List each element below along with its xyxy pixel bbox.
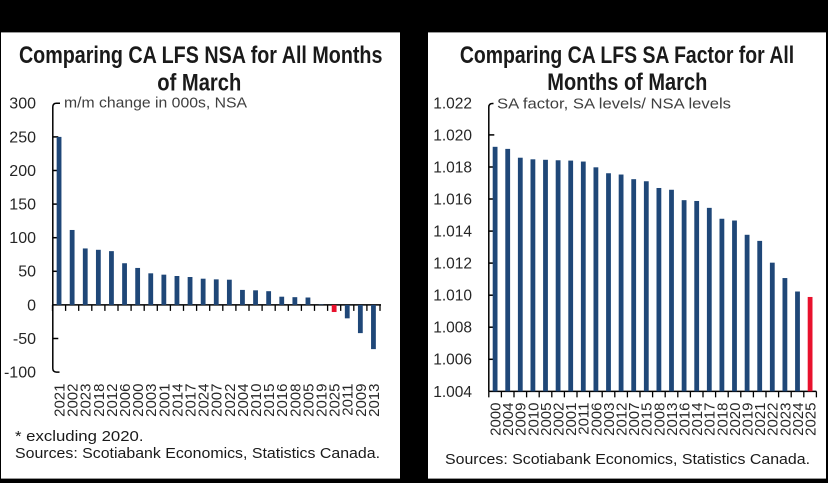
svg-text:2019: 2019 <box>740 403 757 436</box>
svg-text:Months of March: Months of March <box>547 69 707 96</box>
svg-text:2016: 2016 <box>274 384 291 417</box>
svg-text:2005: 2005 <box>538 403 555 436</box>
svg-text:2006: 2006 <box>117 384 134 417</box>
svg-text:2011: 2011 <box>576 403 593 435</box>
svg-text:2007: 2007 <box>209 384 226 417</box>
svg-text:2014: 2014 <box>689 403 706 436</box>
svg-text:1.012: 1.012 <box>433 256 472 273</box>
svg-text:2021: 2021 <box>752 403 769 436</box>
svg-text:1.022: 1.022 <box>433 95 472 112</box>
svg-text:1.014: 1.014 <box>433 224 472 241</box>
svg-text:2013: 2013 <box>664 403 681 436</box>
svg-text:2023: 2023 <box>777 403 794 436</box>
svg-text:2001: 2001 <box>156 384 173 417</box>
svg-text:2011: 2011 <box>340 384 357 416</box>
svg-text:2002: 2002 <box>65 384 82 417</box>
svg-text:2023: 2023 <box>78 384 95 417</box>
svg-text:2012: 2012 <box>104 384 121 417</box>
svg-text:200: 200 <box>9 163 36 180</box>
svg-text:2013: 2013 <box>366 384 383 417</box>
svg-text:2006: 2006 <box>588 403 605 436</box>
svg-text:1.010: 1.010 <box>433 288 472 305</box>
svg-text:2021: 2021 <box>51 384 68 417</box>
svg-text:2022: 2022 <box>765 403 782 436</box>
svg-text:1.020: 1.020 <box>433 127 472 144</box>
svg-text:2003: 2003 <box>143 384 160 417</box>
svg-text:2012: 2012 <box>614 403 631 436</box>
svg-text:2025: 2025 <box>327 384 344 417</box>
svg-text:2010: 2010 <box>248 384 265 417</box>
svg-text:2002: 2002 <box>551 403 568 436</box>
svg-text:2007: 2007 <box>626 403 643 436</box>
svg-text:2009: 2009 <box>513 403 530 436</box>
svg-text:2004: 2004 <box>500 403 517 436</box>
svg-text:2018: 2018 <box>714 403 731 436</box>
svg-text:Comparing CA LFS SA Factor for: Comparing CA LFS SA Factor for All <box>460 42 794 69</box>
svg-text:2010: 2010 <box>525 403 542 436</box>
svg-text:2016: 2016 <box>677 403 694 436</box>
svg-text:2024: 2024 <box>196 384 213 417</box>
svg-text:2017: 2017 <box>702 403 719 436</box>
svg-text:-100: -100 <box>4 365 36 382</box>
svg-text:Sources: Scotiabank Economics,: Sources: Scotiabank Economics, Statistic… <box>445 451 810 468</box>
svg-text:2024: 2024 <box>790 403 807 436</box>
svg-text:2001: 2001 <box>563 403 580 436</box>
svg-text:2000: 2000 <box>130 384 147 417</box>
svg-text:of March: of March <box>157 70 241 97</box>
svg-text:2015: 2015 <box>639 403 656 436</box>
svg-text:1.006: 1.006 <box>433 352 472 369</box>
svg-text:Comparing CA LFS NSA for All M: Comparing CA LFS NSA for All Months <box>19 42 383 69</box>
svg-text:1.016: 1.016 <box>433 191 472 208</box>
svg-text:100: 100 <box>9 230 36 247</box>
svg-text:2018: 2018 <box>91 384 108 417</box>
svg-text:-50: -50 <box>13 331 36 348</box>
svg-text:2004: 2004 <box>235 384 252 417</box>
svg-text:2025: 2025 <box>803 403 820 436</box>
svg-text:50: 50 <box>18 264 36 281</box>
svg-text:2014: 2014 <box>169 384 186 417</box>
svg-text:2015: 2015 <box>261 384 278 417</box>
svg-text:2019: 2019 <box>313 384 330 417</box>
svg-text:300: 300 <box>9 96 36 113</box>
svg-text:2005: 2005 <box>300 384 317 417</box>
svg-text:* excluding 2020.: * excluding 2020. <box>15 428 144 445</box>
svg-text:2022: 2022 <box>222 384 239 417</box>
svg-text:2009: 2009 <box>353 384 370 417</box>
svg-text:2003: 2003 <box>601 403 618 436</box>
svg-text:Sources: Scotiabank Economics,: Sources: Scotiabank Economics, Statistic… <box>15 445 380 462</box>
svg-text:2000: 2000 <box>488 403 505 436</box>
svg-text:2008: 2008 <box>287 384 304 417</box>
svg-text:250: 250 <box>9 129 36 146</box>
svg-text:1.004: 1.004 <box>433 384 472 401</box>
svg-text:1.018: 1.018 <box>433 159 472 176</box>
svg-text:2020: 2020 <box>727 403 744 436</box>
svg-text:2008: 2008 <box>651 403 668 436</box>
svg-text:0: 0 <box>27 297 36 314</box>
svg-text:2017: 2017 <box>182 384 199 417</box>
svg-text:150: 150 <box>9 197 36 214</box>
svg-text:m/m change in 000s, NSA: m/m change in 000s, NSA <box>64 95 247 112</box>
svg-text:1.008: 1.008 <box>433 320 472 337</box>
svg-text:SA factor, SA levels/ NSA leve: SA factor, SA levels/ NSA levels <box>497 95 731 112</box>
